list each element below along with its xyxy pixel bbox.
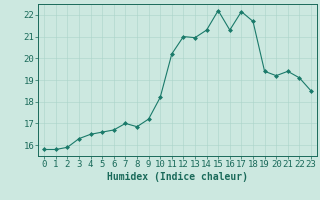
X-axis label: Humidex (Indice chaleur): Humidex (Indice chaleur) — [107, 172, 248, 182]
